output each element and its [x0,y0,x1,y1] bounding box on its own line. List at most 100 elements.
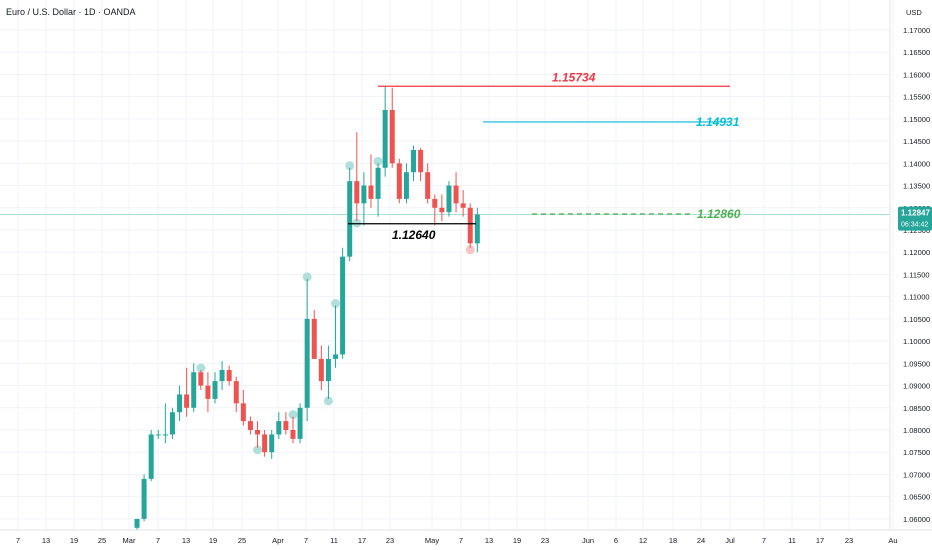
candle-body [148,434,154,479]
candle [389,87,395,168]
x-tick-label: 7 [762,536,766,545]
candle-body [446,185,452,213]
candle-body [155,434,161,436]
candle-body [439,207,445,213]
level-label-resistance: 1.15734 [552,70,596,84]
x-tick-label: 7 [459,536,463,545]
candle [325,345,331,399]
time-axis[interactable]: 7 13 19 25 Mar 7 13 19 25 Apr 7 11 17 23 May 7 13 19 23 Jun… [16,536,898,545]
y-tick-label: 1.06500 [903,493,930,502]
candle [354,132,360,222]
candle-body [411,150,417,173]
candle [403,163,409,204]
candle-body [283,421,289,430]
x-tick-label: 12 [639,536,647,545]
candle [247,416,253,435]
candle [162,403,168,444]
y-tick-label: 1.14500 [903,137,930,146]
x-tick-label: Jul [725,536,735,545]
candle [169,407,175,439]
candle-body [162,434,168,436]
candle-body [325,358,331,382]
candle-body [382,110,388,168]
x-tick-label: May [425,536,439,545]
y-tick-label: 1.16000 [903,70,930,79]
candle [411,145,417,182]
price-badge-value: 1.12847 [901,209,930,218]
x-tick-label: 17 [816,536,824,545]
pivot-markers [196,156,475,455]
chart-grid [0,0,894,530]
level-label-current: 1.12860 [697,207,741,221]
pivot-marker [302,272,312,282]
candle [212,372,218,404]
candle [297,403,303,444]
candle [439,194,445,222]
candle-body [169,412,175,435]
x-tick-label: 23 [845,536,853,545]
x-tick-label: 7 [16,536,20,545]
candle [474,207,480,253]
candle [205,372,211,413]
candle [269,430,275,459]
candle-body [354,181,360,204]
y-tick-label: 1.10500 [903,315,930,324]
pivot-marker [352,218,362,228]
candle-body [233,381,239,404]
candle-body [432,198,438,208]
candle [347,167,353,262]
x-tick-label: 25 [238,536,246,545]
candle-body [141,478,147,519]
level-label-mid: 1.14931 [696,115,740,129]
pivot-marker [196,363,206,373]
candle-body [425,172,431,199]
pivot-marker [323,396,333,406]
x-tick-label: 13 [485,536,493,545]
candle-body [311,318,317,359]
pivot-marker [253,445,263,455]
candle [382,86,388,177]
candle [148,430,154,482]
candlestick-series [134,86,480,530]
candle-body [304,318,310,408]
candle-body [290,430,296,439]
x-tick-label: Au [888,536,897,545]
candle-body [262,434,268,453]
x-tick-label: 18 [669,536,677,545]
x-tick-label: 19 [70,536,78,545]
candle [262,430,268,457]
candle-body [226,370,232,382]
candle [467,203,473,248]
candle-body [474,214,480,244]
candle-body [333,354,339,359]
candle [191,363,197,413]
candle-body [318,358,324,382]
price-badge-countdown: 06:34:42 [901,222,928,229]
candle [226,365,232,386]
x-tick-label: Apr [272,536,284,545]
candle [446,181,452,217]
x-tick-label: 7 [304,536,308,545]
candle [453,172,459,213]
candle-body [191,372,197,408]
y-tick-label: 1.08000 [903,426,930,435]
level-lines: 1.15734 1.14931 1.12860 1.12640 [348,70,741,242]
candle-body [269,434,275,453]
candle [361,172,367,226]
candle-body [219,370,225,382]
candle-body [403,172,409,199]
x-tick-label: 23 [386,536,394,545]
candle [460,190,466,217]
candle [432,194,438,226]
price-axis[interactable]: 1.17000 1.16500 1.16000 1.15500 1.15000 1.145… [903,26,930,524]
x-tick-label: 25 [98,536,106,545]
candle [276,412,282,439]
y-tick-label: 1.06000 [903,515,930,524]
x-tick-label: 19 [513,536,521,545]
y-tick-label: 1.07000 [903,470,930,479]
x-tick-label: 13 [182,536,190,545]
y-tick-label: 1.09000 [903,382,930,391]
candle-body [247,421,253,430]
candle-body [212,381,218,399]
